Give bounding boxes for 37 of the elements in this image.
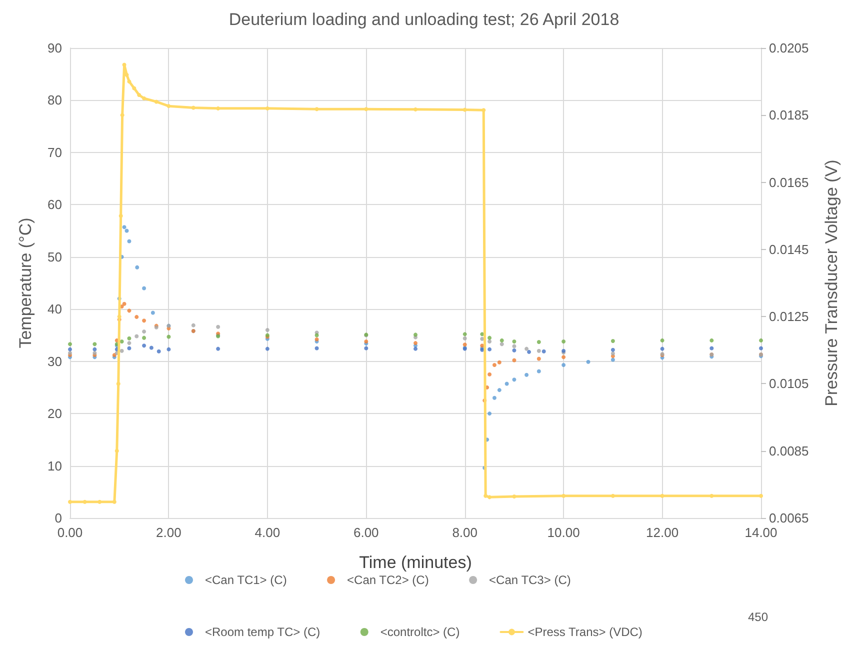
y2-tick-label: 0.0205 [769, 40, 809, 56]
legend-label: <Can TC1> (C) [205, 573, 287, 587]
y2-tick-label: 0.0125 [769, 309, 809, 324]
legend-label: <Can TC3> (C) [489, 573, 571, 587]
y-tick-label: 60 [48, 197, 62, 212]
legend-label: <Press Trans> (VDC) [528, 625, 642, 639]
y-tick-label: 40 [48, 302, 62, 317]
x-tick-label: 8.00 [452, 525, 478, 540]
y-tick-label: 0 [54, 510, 62, 526]
x-tick-label: 4.00 [254, 525, 280, 540]
x-axis-title: Time (minutes) [359, 553, 472, 572]
y-tick-label: 20 [48, 406, 62, 422]
y-tick-label: 30 [48, 354, 62, 369]
y-tick-label: 70 [48, 144, 62, 160]
y-axis-title: Temperature (°C) [16, 218, 35, 348]
x-tick-label: 14.00 [744, 525, 778, 540]
y-tick-label: 50 [48, 249, 62, 264]
x-tick-label: 0.00 [57, 525, 83, 540]
y-tick-label: 10 [48, 458, 62, 474]
x-tick-label: 10.00 [547, 525, 580, 540]
y2-tick-label: 0.0105 [769, 376, 809, 392]
y-tick-label: 90 [48, 40, 62, 56]
legend-label: <controltc> (C) [380, 625, 460, 639]
legend-label: <Can TC2> (C) [347, 573, 429, 587]
y2-tick-label: 0.0145 [769, 242, 809, 257]
text: 450 [748, 610, 768, 624]
chart-title: Deuterium loading and unloading test; 26 April 2018 [228, 10, 620, 29]
y-tick-label: 80 [48, 92, 62, 108]
x-tick-label: 2.00 [156, 525, 182, 540]
y2-axis-title: Pressure Transducer Voltage (V) [822, 160, 841, 406]
y2-tick-label: 0.0165 [769, 174, 809, 190]
x-tick-label: 12.00 [646, 525, 679, 540]
y2-tick-label: 0.0185 [769, 108, 809, 123]
y2-tick-label: 0.0085 [769, 443, 809, 458]
x-tick-label: 6.00 [353, 525, 379, 540]
legend-label: <Room temp TC> (C) [205, 625, 320, 639]
y2-tick-label: 0.0065 [769, 510, 809, 526]
